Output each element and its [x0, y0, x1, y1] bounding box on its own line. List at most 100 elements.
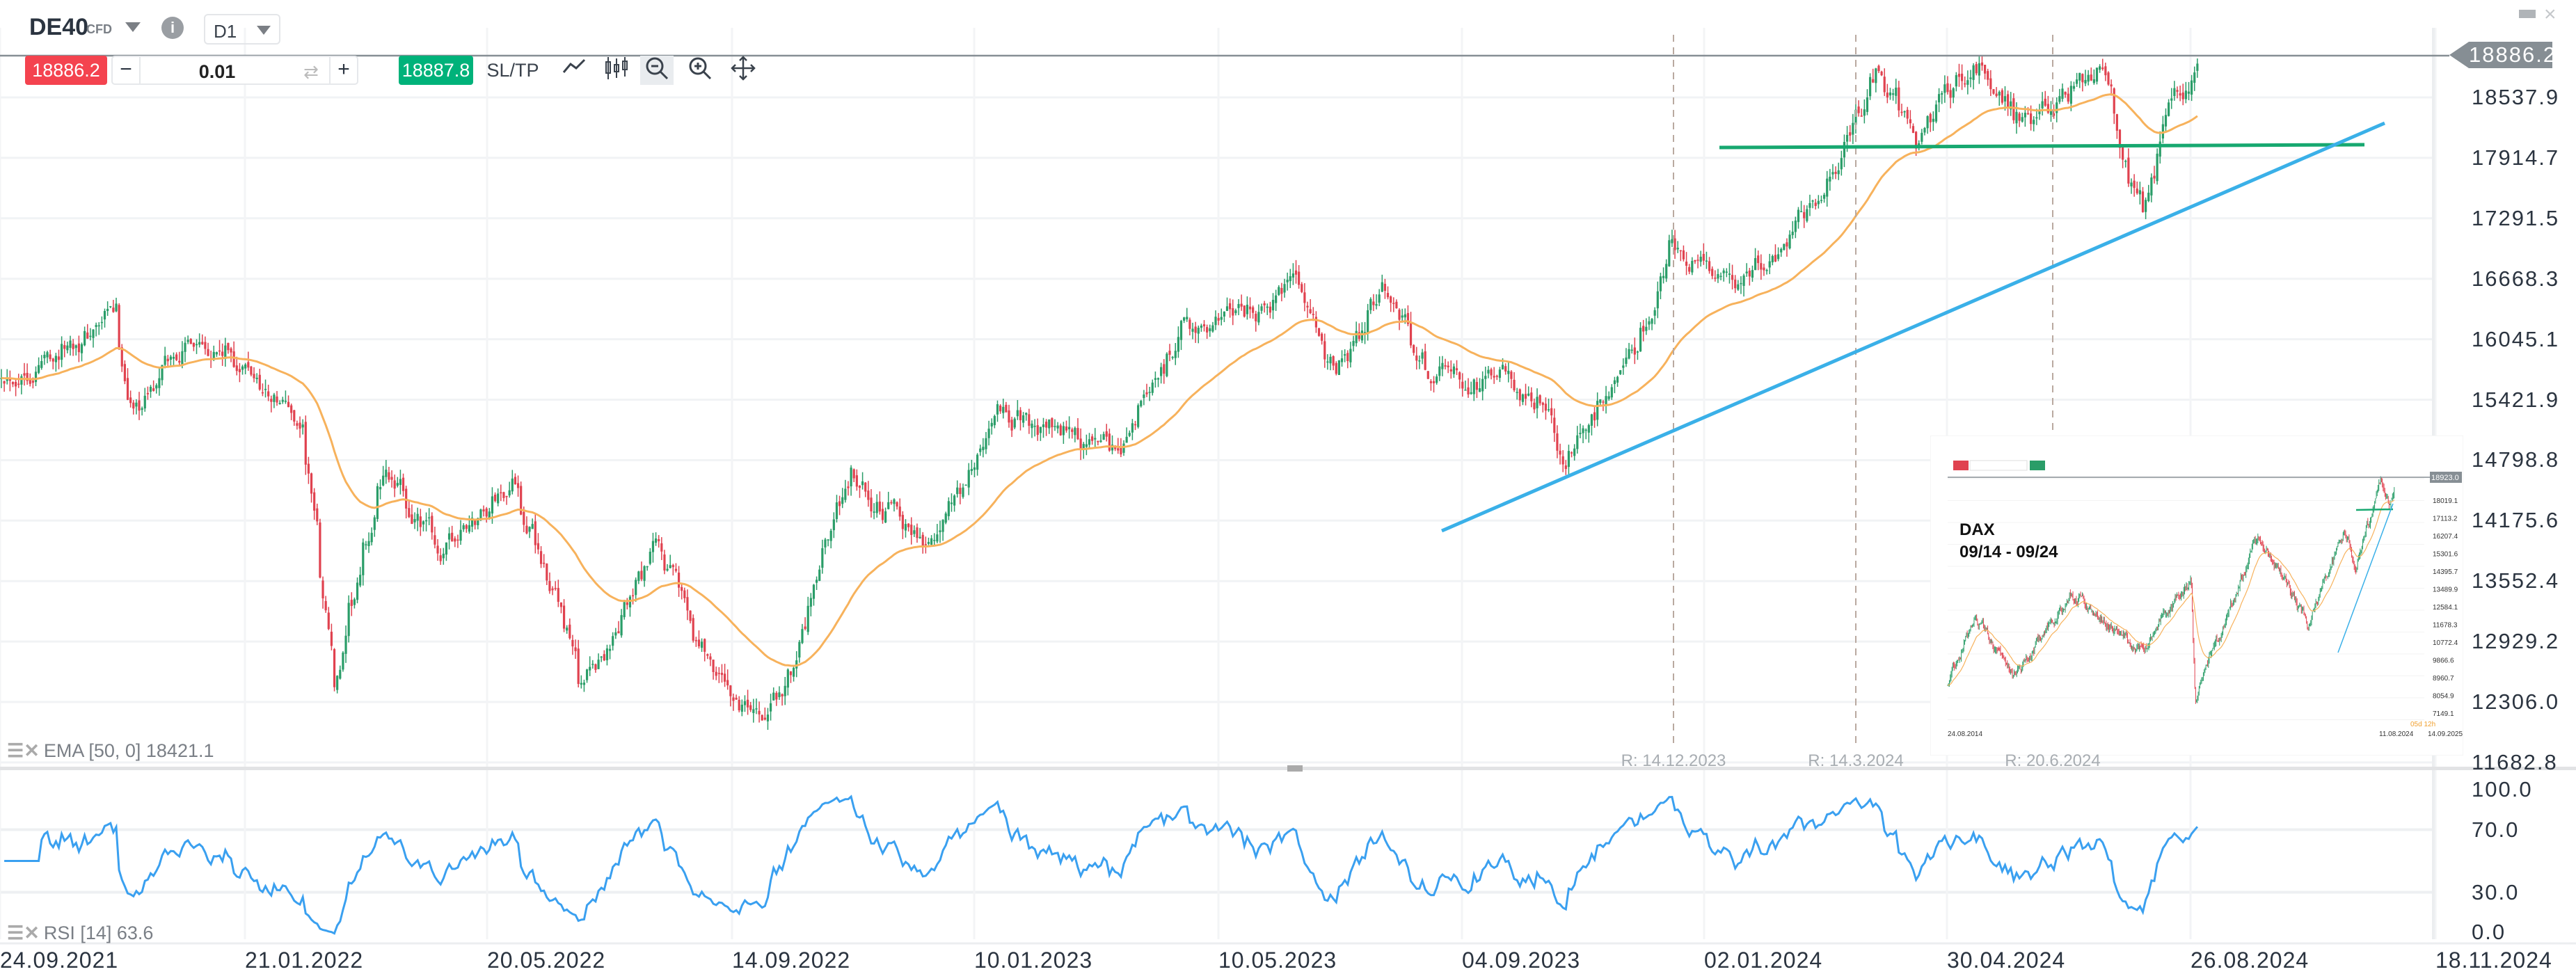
close-icon[interactable]: ×	[2544, 3, 2557, 26]
swap-icon[interactable]: ⇄	[303, 61, 319, 82]
indicator-settings-icon[interactable]: ☰✕	[7, 740, 40, 761]
quantity-stepper[interactable]: − 0.01 ⇄ +	[111, 56, 358, 85]
candle-body	[821, 548, 824, 568]
candlestick-icon[interactable]	[600, 56, 633, 85]
inset-ema-line	[1947, 500, 2395, 686]
candle-body	[758, 710, 761, 714]
candle-body	[720, 673, 724, 676]
date-tick-label: 21.01.2022	[245, 948, 364, 973]
candle-body	[2181, 92, 2184, 99]
candle-body	[1906, 109, 1909, 119]
ema-indicator-label[interactable]: ☰✕ EMA [50, 0] 18421.1	[7, 740, 214, 762]
minimize-icon[interactable]	[2519, 10, 2536, 18]
quantity-input[interactable]: 0.01	[198, 61, 236, 82]
candle-body	[2191, 80, 2193, 95]
candle-body	[1814, 202, 1817, 207]
candle-body	[612, 636, 614, 646]
candle-body	[169, 356, 172, 360]
panel-resize-handle[interactable]	[1287, 765, 1303, 772]
candle-body	[1415, 355, 1418, 361]
move-icon[interactable]	[726, 56, 760, 85]
candle-body	[1243, 305, 1246, 317]
candle-body	[1934, 104, 1938, 122]
candle-body	[1530, 392, 1533, 401]
candle-body	[2110, 84, 2113, 87]
candle-body	[1418, 360, 1421, 362]
candle-body	[80, 344, 84, 353]
candle-body	[49, 354, 51, 360]
candle-body	[562, 605, 566, 629]
candle-body	[1209, 328, 1211, 332]
info-icon[interactable]: i	[161, 17, 184, 39]
candle-body	[209, 358, 212, 360]
buy-button[interactable]: 18887.8	[399, 56, 473, 85]
candle-body	[1358, 332, 1360, 340]
candle-body	[1998, 92, 2001, 96]
candle-body	[1188, 319, 1191, 329]
candle-body	[396, 483, 399, 486]
candle-body	[244, 364, 247, 369]
candle-body	[2164, 115, 2168, 127]
inset-tick-label: 9866.6	[2433, 657, 2454, 665]
candle-body	[63, 345, 66, 349]
candle-body	[1553, 417, 1556, 433]
candle-body	[304, 422, 307, 465]
candle-body	[1866, 97, 1869, 112]
candle-body	[792, 667, 795, 677]
inset-sell-button	[1953, 461, 1969, 470]
candle-body	[281, 399, 284, 402]
candle-body	[651, 541, 655, 552]
candle-body	[1085, 444, 1088, 447]
candle-body	[2007, 94, 2010, 107]
date-tick-label: 18.11.2024	[2435, 948, 2552, 973]
candle-body	[944, 513, 947, 523]
sltp-button[interactable]: SL/TP	[486, 60, 539, 81]
candle-body	[1768, 261, 1771, 268]
candle-body	[1355, 330, 1358, 344]
candle-body	[1579, 433, 1582, 435]
candle-body	[224, 345, 227, 359]
candle-body	[2196, 63, 2199, 71]
support-line[interactable]	[1719, 143, 2365, 150]
zoom-out-icon[interactable]	[640, 56, 674, 85]
indicator-settings-icon[interactable]: ☰✕	[7, 923, 40, 943]
symbol-dropdown-icon[interactable]	[125, 22, 141, 32]
timeframe-select[interactable]: D1	[204, 14, 280, 45]
candle-body	[1283, 284, 1286, 293]
rsi-indicator-label[interactable]: ☰✕ RSI [14] 63.6	[7, 923, 153, 944]
candle-body	[677, 573, 681, 588]
candle-body	[1806, 209, 1808, 221]
inset-tick-label: 12584.1	[2433, 604, 2458, 612]
sell-button[interactable]: 18886.2	[25, 56, 107, 85]
candle-body	[890, 502, 893, 504]
candle-body	[1099, 440, 1102, 442]
candle-body	[1651, 319, 1653, 324]
candle-body	[1957, 74, 1961, 77]
candle-body	[1383, 283, 1387, 291]
inset-title: DAX 09/14 - 09/24	[1959, 519, 2058, 564]
symbol-name[interactable]: DE40	[29, 14, 89, 40]
candle-body	[534, 521, 536, 545]
candle-body	[910, 525, 913, 535]
candle-body	[1424, 351, 1426, 370]
candle-body	[1544, 404, 1548, 411]
candle-body	[1335, 362, 1337, 374]
candle-body	[660, 543, 663, 552]
candle-body	[1619, 370, 1622, 374]
candle-body	[1163, 364, 1166, 374]
price-tick-label: 14798.8	[2472, 447, 2560, 472]
candle-body	[2124, 161, 2127, 162]
decrease-quantity-button[interactable]: −	[113, 57, 141, 83]
candle-body	[1857, 106, 1860, 113]
candle-body	[1211, 325, 1214, 332]
line-chart-icon[interactable]	[558, 56, 591, 85]
candle-body	[1054, 426, 1056, 427]
price-tick-label: 12929.2	[2472, 629, 2560, 654]
candle-body	[1234, 310, 1237, 314]
zoom-in-icon[interactable]	[683, 56, 717, 85]
candle-body	[1363, 332, 1367, 334]
candle-body	[2030, 113, 2033, 125]
candle-body	[1171, 356, 1174, 358]
increase-quantity-button[interactable]: +	[329, 57, 357, 83]
rsi-tick-label: 0.0	[2472, 920, 2506, 944]
